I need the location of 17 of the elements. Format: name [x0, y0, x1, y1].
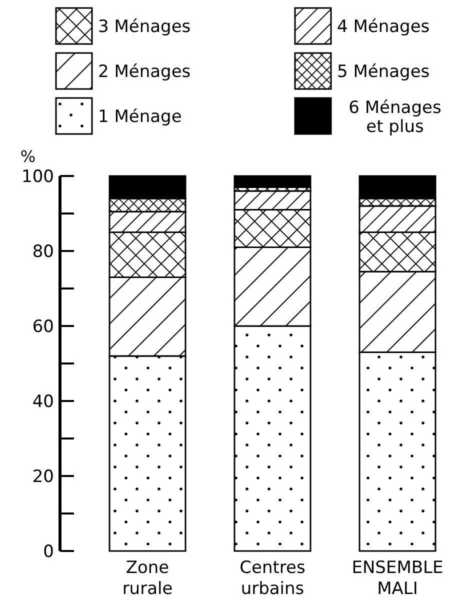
y-axis-title: % [20, 147, 36, 166]
x-tick-label: Centres urbains [240, 558, 306, 599]
legend-label: 3 Ménages [98, 17, 191, 37]
legend-label: 1 Ménage [98, 107, 182, 127]
legend-label: 4 Ménages [337, 17, 430, 37]
y-tick-label: 100 [22, 166, 54, 187]
x-tick-label: ENSEMBLE MALI [352, 558, 444, 599]
y-tick-label: 20 [32, 466, 54, 487]
y-tick-label: 60 [32, 316, 54, 337]
y-tick-label: 40 [32, 392, 54, 412]
y-tick-label: 0 [43, 542, 54, 562]
bar [234, 175, 312, 188]
legend-label: 6 Ménages et plus [348, 98, 442, 137]
y-tick-label: 80 [32, 242, 54, 262]
x-tick-label: Zone rurale [122, 558, 173, 599]
legend-label: 2 Ménages [98, 62, 191, 82]
legend-label: 5 Ménages [337, 62, 430, 82]
